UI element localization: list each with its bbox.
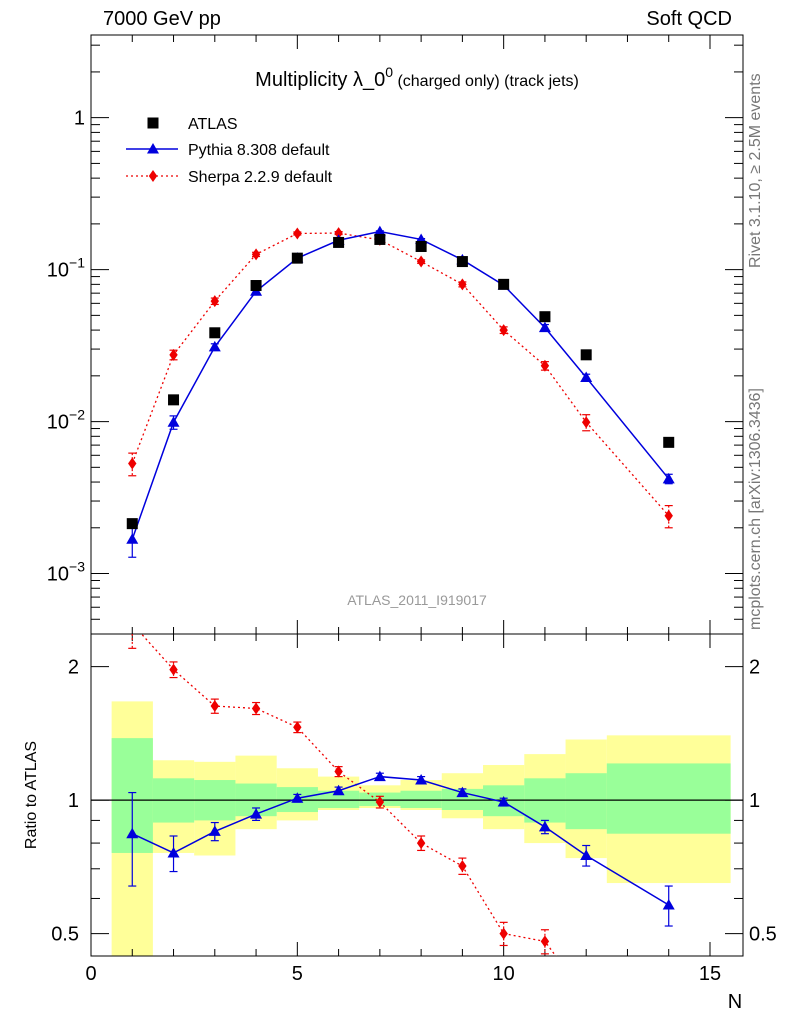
legend-marker-sherpa	[148, 170, 158, 182]
pythia-ratio-point	[662, 898, 675, 910]
pythia-point	[662, 472, 675, 484]
pythia-ratio-point	[332, 784, 345, 796]
sherpa-ratio-point	[375, 796, 385, 809]
header-left-label: 7000 GeV pp	[103, 8, 221, 30]
pythia-point	[373, 225, 386, 237]
x-tick-label: 0	[85, 963, 96, 985]
atlas-data-point	[374, 233, 386, 245]
pythia-point	[538, 321, 551, 333]
ratio-series	[126, 634, 675, 1020]
ratio-y-tick-label-right: 1	[749, 790, 760, 812]
pythia-ratio-point	[580, 849, 593, 861]
pythia-ratio-point	[456, 786, 469, 798]
pythia-ratio-point	[126, 827, 139, 839]
pythia-ratio-point	[291, 792, 304, 803]
sherpa-ratio-point	[334, 765, 343, 778]
pythia-point	[126, 533, 139, 544]
pythia-ratio-point	[497, 796, 510, 807]
x-axis-label: N	[728, 991, 742, 1013]
pythia-ratio-point	[250, 808, 263, 819]
sherpa-ratio-point	[499, 927, 508, 940]
band-inner	[606, 763, 731, 834]
band-inner	[317, 790, 360, 808]
atlas-data-point	[456, 256, 468, 268]
sherpa-point	[210, 295, 219, 308]
ratio-bands	[91, 701, 743, 956]
x-tick-label: 15	[699, 963, 721, 985]
pythia-point	[580, 371, 593, 383]
x-tick-label: 5	[292, 963, 303, 985]
sherpa-ratio-point	[416, 837, 426, 850]
ratio-y-tick-label: 1	[68, 790, 79, 812]
atlas-data-point	[291, 252, 303, 264]
sherpa-ratio-point	[293, 721, 302, 734]
pythia-line	[131, 230, 670, 540]
pythia-point	[208, 340, 221, 352]
legend-marker-atlas	[147, 117, 159, 129]
atlas-data-point	[415, 240, 427, 252]
pythia-ratio-point	[373, 770, 386, 782]
atlas-data-point	[168, 394, 180, 406]
ratio-plot-frame	[90, 633, 744, 957]
sherpa-point	[251, 248, 261, 261]
ratio-y-axis-label: Ratio to ATLAS	[23, 741, 40, 849]
pythia-ratio-point	[167, 846, 180, 858]
atlas-data-point	[333, 236, 345, 248]
ratio-y-tick-label: 0.5	[51, 924, 79, 946]
pythia-ratio-point	[538, 820, 551, 832]
band-inner	[400, 790, 442, 808]
x-tick-label: 10	[493, 963, 515, 985]
sherpa-point	[499, 324, 508, 337]
sherpa-ratio-point	[251, 702, 261, 715]
legend-marker-pythia	[147, 143, 159, 154]
y-tick-label: 1	[74, 108, 85, 130]
sherpa-point	[581, 416, 591, 429]
sherpa-ratio-point	[540, 935, 550, 948]
atlas-data-point	[580, 349, 592, 361]
atlas-data-point	[126, 518, 138, 530]
sherpa-point	[458, 278, 467, 291]
atlas-data-point	[539, 311, 551, 323]
sherpa-point	[416, 255, 426, 268]
main-series	[126, 225, 675, 558]
sherpa-point	[540, 359, 550, 372]
band-inner	[565, 773, 607, 830]
sherpa-point	[334, 227, 343, 240]
sherpa-point	[128, 457, 137, 470]
legend-label: Pythia 8.308 default	[188, 142, 330, 159]
y-tick-label: 10−2	[47, 407, 85, 434]
header-right-label: Soft QCD	[646, 8, 732, 30]
analysis-id-label: ATLAS_2011_I919017	[347, 592, 487, 608]
y-tick-label: 10−1	[47, 255, 85, 282]
legend	[126, 117, 178, 182]
sherpa-point	[293, 227, 302, 240]
sherpa-point	[169, 348, 178, 361]
ratio-y-tick-label: 2	[68, 657, 79, 679]
pythia-point	[167, 416, 180, 427]
ratio-y-tick-label-right: 0.5	[749, 924, 777, 946]
y-tick-label: 10−3	[47, 559, 85, 586]
atlas-data-point	[663, 436, 675, 448]
sherpa-point	[664, 509, 673, 522]
ratio-y-tick-label-right: 2	[749, 657, 760, 679]
legend-label: Sherpa 2.2.9 default	[188, 169, 333, 186]
atlas-data-point	[209, 327, 221, 339]
chart-title: Multiplicity λ_00 (charged only) (track …	[255, 64, 579, 91]
pythia-ratio-point	[208, 825, 221, 836]
pythia-ratio-point	[415, 774, 428, 785]
legend-label: ATLAS	[188, 116, 238, 133]
sherpa-ratio-point	[582, 991, 590, 1003]
sherpa-ratio-point	[665, 1008, 673, 1020]
atlas-data-point	[250, 280, 262, 292]
sherpa-ratio-point	[210, 700, 219, 713]
atlas-data-point	[498, 278, 510, 290]
sherpa-ratio-point	[169, 663, 178, 676]
sherpa-ratio-point	[458, 860, 467, 873]
